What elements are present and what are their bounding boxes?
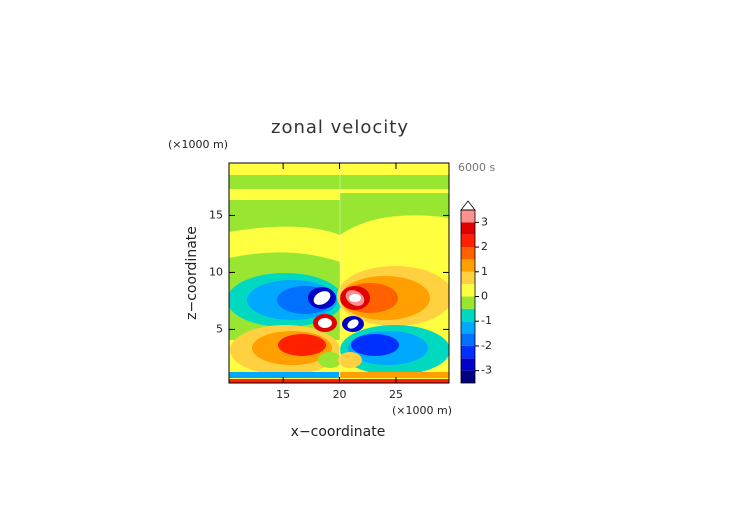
y-unit-label: (×1000 m) xyxy=(168,138,228,151)
colorbar-bin xyxy=(461,210,475,223)
colorbar-extend xyxy=(460,200,476,211)
colorbar-tick-label: 0 xyxy=(481,290,488,303)
colorbar-tick-label: -2 xyxy=(481,339,492,352)
colorbar-bin xyxy=(461,271,475,285)
colorbar-tick-label: 1 xyxy=(481,265,488,278)
y-tick-label: 15 xyxy=(209,208,223,221)
colorbar-bin xyxy=(461,284,475,297)
colorbar-bin xyxy=(461,333,475,346)
colorbar-tick-label: -1 xyxy=(481,314,492,327)
colorbar-bin xyxy=(461,222,475,235)
chart-title: zonal velocity xyxy=(271,117,409,138)
y-tick-label: 5 xyxy=(216,322,223,335)
time-label: 6000 s xyxy=(458,161,495,174)
colorbar-bin xyxy=(461,308,475,322)
colorbar-tick-label: 3 xyxy=(481,215,488,228)
colorbar-tick-label: 2 xyxy=(481,240,488,253)
colorbar-bin xyxy=(461,358,475,371)
colorbar-bin xyxy=(461,370,475,383)
plot-frame xyxy=(228,162,450,384)
x-axis-label: x−coordinate xyxy=(291,424,386,440)
y-tick-label: 10 xyxy=(209,265,223,278)
x-tick-label: 20 xyxy=(333,388,347,401)
colorbar-bin xyxy=(461,345,475,359)
y-axis-label: z−coordinate xyxy=(184,226,200,320)
colorbar-bin xyxy=(461,296,475,309)
x-tick-label: 25 xyxy=(389,388,403,401)
colorbar-bin xyxy=(461,247,475,260)
colorbar-bin xyxy=(461,321,475,334)
colorbar-tick-label: -3 xyxy=(481,364,492,377)
colorbar-bin xyxy=(461,234,475,248)
contour-field xyxy=(229,163,449,383)
colorbar-bin xyxy=(461,259,475,272)
x-tick-label: 15 xyxy=(276,388,290,401)
x-unit-label: (×1000 m) xyxy=(392,404,452,417)
